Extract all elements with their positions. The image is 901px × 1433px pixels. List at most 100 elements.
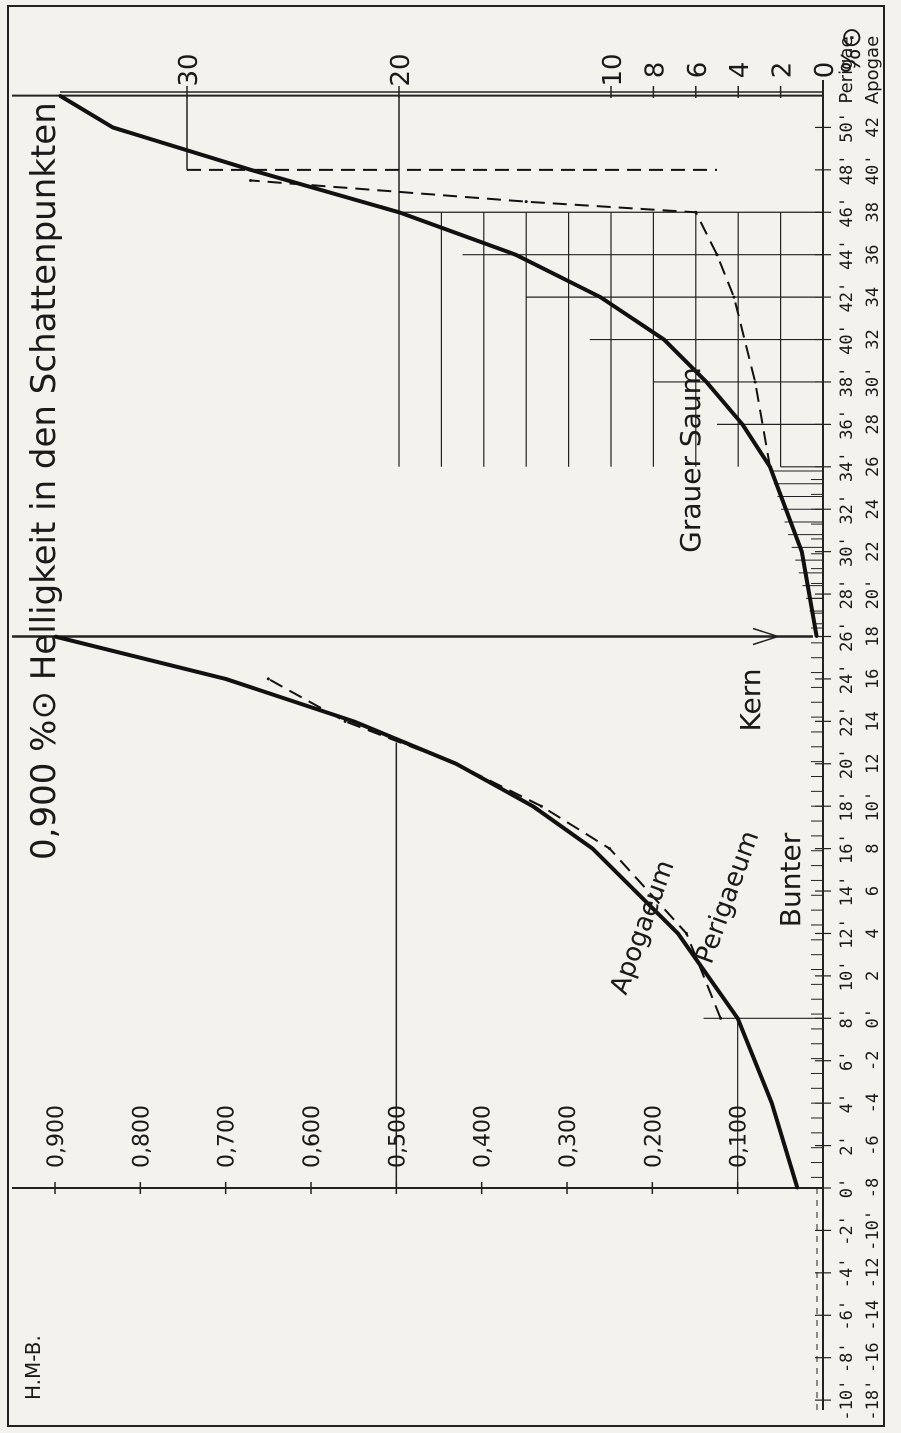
data-point xyxy=(249,168,253,172)
perigee-tick-label: -8' xyxy=(837,1342,857,1373)
perigee-tick-label: 2' xyxy=(837,1135,857,1155)
region-label: Grauer Saum xyxy=(674,367,707,553)
perigee-tick-label: 16' xyxy=(837,833,857,864)
apogee-tick-label: 40' xyxy=(863,154,883,185)
apogee-tick-label: 30' xyxy=(863,367,883,398)
apogee-tick-label: -8 xyxy=(863,1178,883,1198)
perigee-tick-label: 4' xyxy=(837,1093,857,1113)
perigee-tick-label: 46' xyxy=(837,197,857,228)
perigee-tick-label: 18' xyxy=(837,791,857,822)
data-point xyxy=(694,210,698,214)
apogee-tick-label: 6 xyxy=(863,886,883,896)
right-scale-label: 4 xyxy=(725,62,755,79)
data-point xyxy=(514,253,518,257)
apogee-tick-label: 32 xyxy=(863,329,883,349)
data-point xyxy=(524,200,528,204)
data-point xyxy=(531,804,535,808)
data-point xyxy=(768,465,772,469)
apogee-tick-label: 22 xyxy=(863,541,883,561)
right-scale-label: 8 xyxy=(640,62,670,79)
data-point xyxy=(397,210,401,214)
apogee-tick-label: 12 xyxy=(863,754,883,774)
data-point xyxy=(53,635,57,638)
data-point xyxy=(249,178,253,182)
perigee-tick-label: 36' xyxy=(837,409,857,440)
data-point xyxy=(58,94,62,98)
right-scale-label: 2 xyxy=(768,62,798,79)
arrow-head xyxy=(752,627,781,646)
apogee-tick-label: 24 xyxy=(863,499,883,519)
data-point xyxy=(815,635,819,638)
perigee-tick-label: 10' xyxy=(837,961,857,992)
data-point xyxy=(795,1186,799,1190)
apogee-tick-label: 4 xyxy=(863,928,883,938)
apogee-tick-label: 38 xyxy=(863,202,883,222)
perigee-axis-label: Perigae xyxy=(836,36,857,103)
data-point xyxy=(111,125,115,129)
left-scale-label: 0,600 xyxy=(300,1105,325,1168)
perigee-tick-label: 48' xyxy=(837,154,857,185)
left-scale-label: 0,400 xyxy=(471,1105,496,1168)
data-point xyxy=(598,295,602,299)
perigee-tick-label: 8' xyxy=(837,1008,857,1028)
left-scale-label: 0,100 xyxy=(727,1105,752,1168)
labels: 0,900 0,800 0,700 0,600 0,500 0,400 0,300 0,200… xyxy=(21,27,883,1421)
apogee-tick-label: -4 xyxy=(863,1093,883,1113)
apogee-tick-label: 18 xyxy=(863,626,883,646)
perigee-tick-label: 20' xyxy=(837,748,857,779)
apogee-tick-label: 14 xyxy=(863,711,883,731)
data-point xyxy=(454,762,458,766)
apogee-tick-label: 2 xyxy=(863,971,883,981)
data-point xyxy=(266,677,270,681)
left-scale-label: 0,300 xyxy=(556,1105,581,1168)
perigee-tick-label: -4' xyxy=(837,1257,857,1288)
apogee-tick-label: 34 xyxy=(863,287,883,307)
apogee-tick-label: -10' xyxy=(863,1210,883,1251)
data-point xyxy=(715,253,719,257)
data-point xyxy=(608,847,612,851)
plot-area xyxy=(12,80,831,1410)
apogee-tick-label: 42 xyxy=(863,117,883,137)
apogee-tick-label: -2 xyxy=(863,1050,883,1070)
perigee-tick-label: -10' xyxy=(837,1380,857,1421)
left-scale-label: 0,200 xyxy=(641,1105,666,1168)
perigee-tick-label: 44' xyxy=(837,239,857,270)
right-scale-label: 30 xyxy=(174,53,204,86)
apogee-tick-label: 10' xyxy=(863,791,883,822)
perigee-tick-label: 26' xyxy=(837,621,857,652)
region-label: Bunter xyxy=(774,832,807,927)
data-point xyxy=(343,719,347,723)
perigee-tick-label: 24' xyxy=(837,664,857,695)
data-point xyxy=(224,677,228,681)
right-scale-label: 0 xyxy=(810,62,840,79)
apogee-tick-label: 0' xyxy=(863,1008,883,1028)
right-scale-label: 20 xyxy=(386,53,416,86)
perigee-tick-label: 14' xyxy=(837,876,857,907)
data-point xyxy=(800,550,804,554)
perigee-tick-label: 40' xyxy=(837,324,857,355)
signature: H.M-B. xyxy=(21,1335,45,1400)
series-label: Perigaeum xyxy=(690,827,766,968)
data-point xyxy=(676,931,680,935)
perigee-tick-label: 42' xyxy=(837,282,857,313)
apogee-tick-label: -12 xyxy=(863,1257,883,1288)
data-point xyxy=(539,804,543,808)
data-point xyxy=(770,1101,774,1105)
left-scale-label: 0,800 xyxy=(129,1105,154,1168)
apogee-tick-label: 26 xyxy=(863,457,883,477)
data-point xyxy=(352,719,356,723)
data-point xyxy=(740,422,744,426)
perigee-tick-label: -2' xyxy=(837,1215,857,1246)
apogee-tick-label: 36 xyxy=(863,244,883,264)
series-curve xyxy=(58,93,819,637)
apogee-tick-label: 8 xyxy=(863,843,883,853)
series-curve xyxy=(54,634,800,1189)
perigee-tick-label: 32' xyxy=(837,494,857,525)
frame xyxy=(7,5,885,1427)
data-point xyxy=(719,1016,723,1020)
apogee-tick-label: 20' xyxy=(863,579,883,610)
perigee-tick-label: 34' xyxy=(837,451,857,482)
apogee-tick-label: 16 xyxy=(863,669,883,689)
perigee-tick-label: 22' xyxy=(837,706,857,737)
